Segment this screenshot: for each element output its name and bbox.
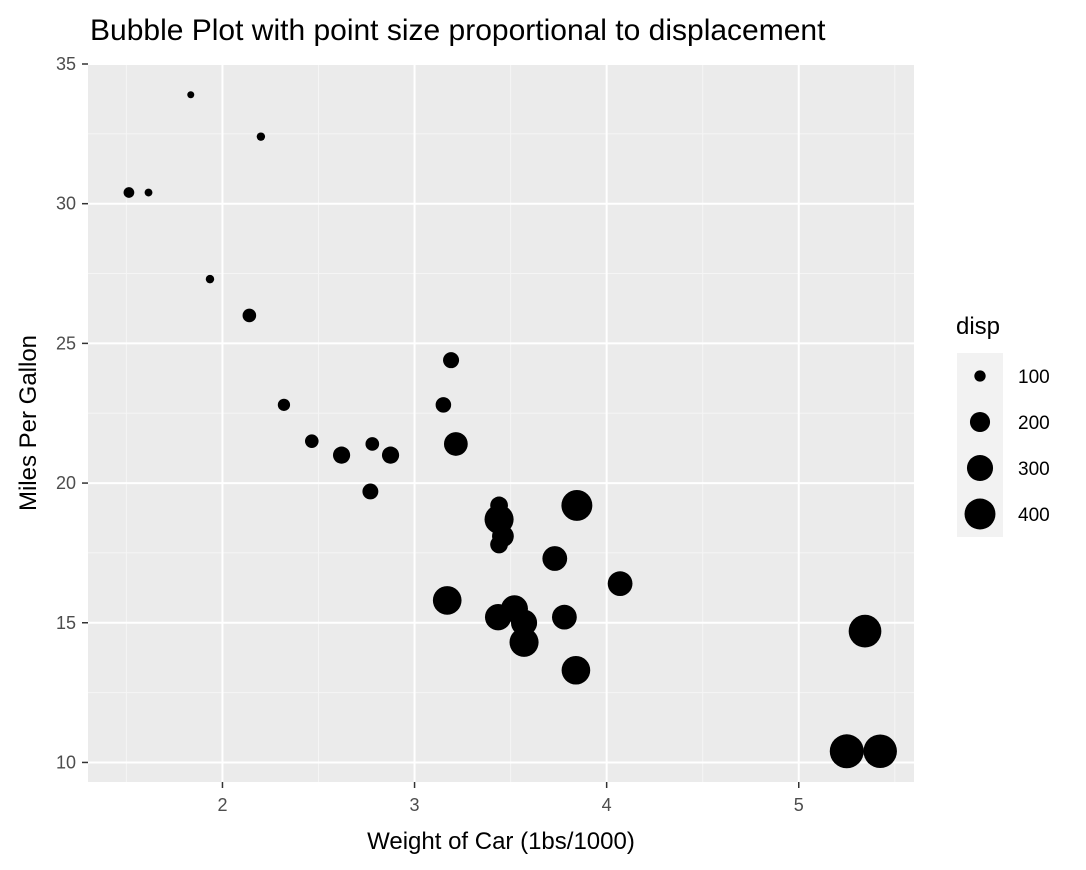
data-points — [123, 91, 897, 769]
data-point — [490, 535, 508, 554]
legend-label: 200 — [1018, 413, 1050, 434]
data-point — [863, 734, 897, 769]
legend-label: 300 — [1018, 459, 1050, 480]
data-point — [443, 352, 460, 369]
size-legend: disp 100 200 300 400 — [956, 313, 1050, 537]
data-point — [848, 614, 882, 648]
data-point — [551, 604, 577, 630]
data-point — [510, 609, 538, 636]
legend-title: disp — [956, 313, 1000, 340]
y-tick-label: 35 — [56, 54, 76, 74]
legend-key-symbol — [964, 498, 996, 530]
legend-key-symbol — [966, 454, 994, 482]
data-point — [484, 604, 512, 631]
major-gridlines — [88, 63, 914, 782]
data-point — [542, 546, 568, 571]
data-point — [123, 187, 135, 198]
minor-gridlines — [88, 64, 914, 782]
x-axis: 2 3 4 5 — [217, 782, 804, 815]
y-axis: 10 15 20 25 30 35 — [56, 54, 88, 772]
data-point — [381, 446, 400, 464]
y-tick-label: 10 — [56, 752, 76, 772]
data-point — [490, 496, 508, 515]
data-point — [365, 437, 380, 451]
data-point — [561, 655, 591, 685]
x-tick-label: 2 — [217, 795, 227, 815]
legend-key-symbol — [974, 370, 986, 382]
y-tick-label: 20 — [56, 473, 76, 493]
data-point — [607, 571, 633, 597]
data-point — [205, 274, 215, 284]
data-point — [561, 489, 593, 521]
legend-key-symbol — [969, 411, 991, 433]
data-point — [829, 734, 864, 769]
x-tick-label: 3 — [410, 795, 420, 815]
data-point — [509, 627, 539, 657]
data-point — [332, 446, 351, 464]
legend-label: 400 — [1018, 505, 1050, 526]
data-point — [435, 397, 452, 413]
data-point — [277, 398, 291, 411]
y-tick-label: 15 — [56, 613, 76, 633]
data-point — [432, 586, 462, 615]
x-tick-label: 4 — [602, 795, 612, 815]
data-point — [362, 483, 379, 500]
y-tick-label: 25 — [56, 333, 76, 353]
y-tick-label: 30 — [56, 194, 76, 214]
data-point — [305, 434, 319, 448]
data-point — [443, 432, 468, 456]
legend-label: 100 — [1018, 367, 1050, 388]
y-axis-title: Miles Per Gallon — [15, 335, 42, 511]
data-point — [256, 132, 266, 141]
data-point — [242, 308, 257, 323]
plot-panel — [88, 64, 914, 782]
chart-title: Bubble Plot with point size proportional… — [90, 14, 826, 47]
data-point — [144, 188, 153, 197]
x-axis-title: Weight of Car (1bs/1000) — [367, 828, 635, 855]
x-tick-label: 5 — [794, 795, 804, 815]
data-point — [187, 91, 195, 99]
